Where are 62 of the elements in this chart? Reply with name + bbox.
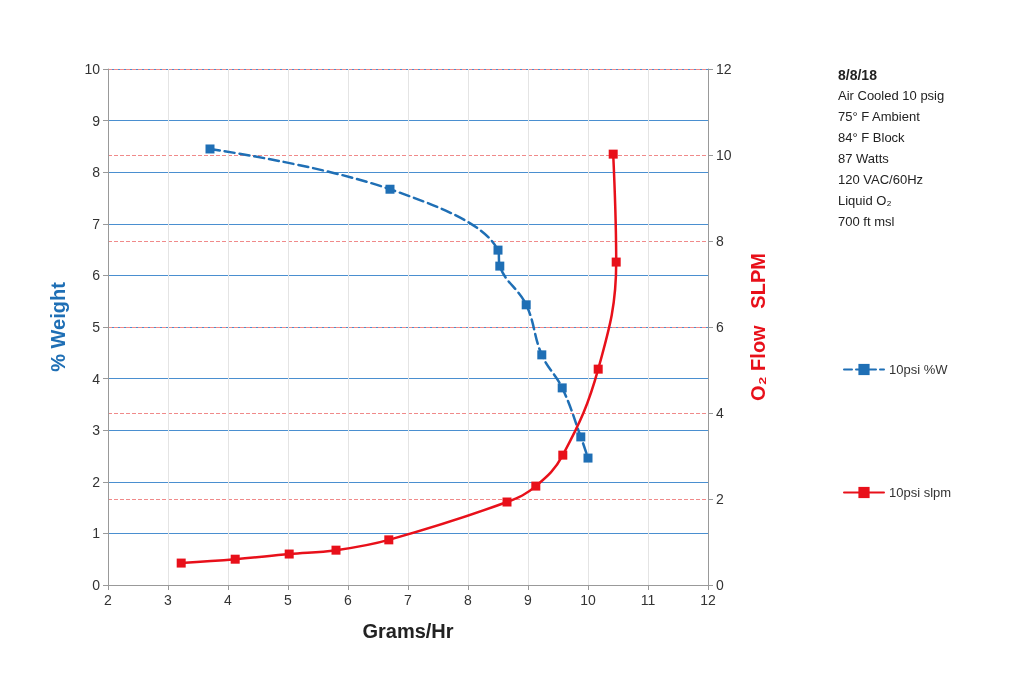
y-tick-label: 8 xyxy=(92,164,101,181)
y2-tick-label: 12 xyxy=(716,61,732,77)
y2-tick-label: 2 xyxy=(716,491,724,507)
y-tick-label: 0 xyxy=(92,577,101,593)
y-tick-label: 3 xyxy=(92,422,101,439)
text: 120 VAC/60Hz xyxy=(838,172,924,187)
x-tick-label: 4 xyxy=(224,592,233,608)
x-tick-label: 9 xyxy=(524,592,533,608)
legend-label: 10psi slpm xyxy=(889,485,952,500)
y-tick-label: 1 xyxy=(92,525,101,542)
text: 87 Watts xyxy=(838,151,890,166)
x-tick-label: 2 xyxy=(104,592,113,608)
y-tick-label: 6 xyxy=(92,267,101,284)
legend-label: 10psi %W xyxy=(889,362,949,377)
point xyxy=(593,364,603,374)
text: 84° F Block xyxy=(838,130,906,145)
y-tick-label: 2 xyxy=(92,473,101,490)
y2-tick-label: 0 xyxy=(716,577,724,593)
point xyxy=(176,558,186,568)
y2-tick-label: 10 xyxy=(716,147,732,163)
y2-tick-label: 4 xyxy=(716,405,724,421)
y2-axis-title: O₂ Flow SLPM xyxy=(747,253,769,401)
point xyxy=(384,535,394,545)
x-tick-label: 7 xyxy=(404,592,413,608)
x-axis-title: Grams/Hr xyxy=(362,620,454,642)
y2-tick-label: 6 xyxy=(716,319,724,335)
point xyxy=(537,350,547,360)
point xyxy=(284,549,294,559)
point xyxy=(502,497,512,507)
text: 75° F Ambient xyxy=(838,109,921,124)
point xyxy=(521,300,531,310)
y-tick-label: 5 xyxy=(92,319,101,335)
x-tick-label: 8 xyxy=(464,592,473,608)
text: 700 ft msl xyxy=(838,214,895,229)
x-tick-label: 3 xyxy=(164,592,173,608)
point xyxy=(493,245,503,255)
x-tick-label: 12 xyxy=(700,592,716,608)
y-tick-label: 7 xyxy=(92,215,101,232)
point xyxy=(531,481,541,491)
point xyxy=(583,453,593,463)
point xyxy=(608,149,618,159)
y2-tick-label: 8 xyxy=(716,233,724,249)
point xyxy=(205,144,215,154)
x-tick-label: 10 xyxy=(580,592,596,608)
y-axis-title: % Weight xyxy=(47,281,69,372)
x-tick-label: 5 xyxy=(284,592,293,608)
text: 8/8/18 xyxy=(838,67,878,83)
y-tick-label: 10 xyxy=(84,61,101,77)
point xyxy=(230,554,240,564)
point xyxy=(557,383,567,393)
y-tick-label: 4 xyxy=(92,370,101,387)
point xyxy=(558,450,568,460)
point xyxy=(331,545,341,555)
x-tick-label: 11 xyxy=(640,592,656,608)
point xyxy=(576,432,586,442)
x-tick-label: 6 xyxy=(344,592,353,608)
point xyxy=(611,257,621,267)
text: Liquid O₂ xyxy=(838,193,892,208)
point xyxy=(385,184,395,194)
y-tick-label: 9 xyxy=(92,112,101,129)
point xyxy=(495,261,505,271)
text: Air Cooled 10 psig xyxy=(838,88,945,103)
